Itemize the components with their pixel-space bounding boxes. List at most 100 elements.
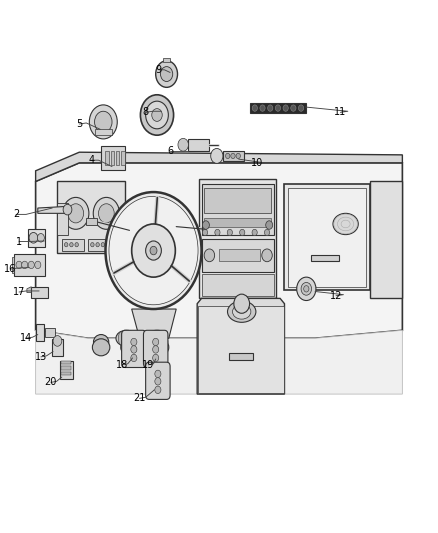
Ellipse shape	[227, 301, 256, 322]
Circle shape	[226, 154, 230, 159]
Text: 16: 16	[4, 264, 16, 274]
Ellipse shape	[152, 335, 168, 350]
Circle shape	[202, 221, 209, 229]
Bar	[116, 151, 120, 165]
Bar	[35, 324, 44, 341]
Circle shape	[109, 196, 198, 305]
Bar	[285, 184, 370, 290]
Circle shape	[240, 229, 245, 236]
Circle shape	[63, 204, 72, 215]
Text: 20: 20	[45, 377, 57, 387]
Ellipse shape	[119, 332, 122, 345]
Ellipse shape	[121, 339, 138, 356]
Bar	[14, 254, 45, 276]
Circle shape	[178, 139, 188, 151]
Circle shape	[155, 370, 161, 377]
Bar	[45, 328, 55, 337]
Circle shape	[227, 229, 233, 236]
Circle shape	[131, 354, 137, 362]
Circle shape	[152, 354, 159, 362]
Circle shape	[106, 192, 201, 309]
Bar	[57, 203, 68, 235]
Text: 13: 13	[35, 352, 47, 362]
Polygon shape	[198, 306, 284, 393]
Bar	[52, 339, 63, 356]
Circle shape	[283, 105, 288, 111]
Ellipse shape	[131, 332, 134, 345]
Circle shape	[152, 346, 159, 353]
Ellipse shape	[149, 332, 152, 345]
Circle shape	[276, 105, 281, 111]
Bar	[219, 249, 261, 261]
Bar	[95, 130, 112, 135]
Bar	[86, 218, 97, 224]
Polygon shape	[12, 257, 14, 273]
Circle shape	[21, 261, 28, 269]
Circle shape	[75, 243, 78, 247]
Polygon shape	[35, 330, 403, 394]
Circle shape	[155, 377, 161, 385]
Bar	[88, 239, 110, 251]
Bar	[204, 217, 272, 227]
Ellipse shape	[333, 213, 358, 235]
Circle shape	[297, 277, 316, 301]
Text: 10: 10	[251, 158, 264, 168]
Ellipse shape	[233, 304, 251, 319]
Bar	[106, 151, 109, 165]
Text: 17: 17	[13, 287, 25, 297]
FancyBboxPatch shape	[144, 330, 168, 368]
Text: 21: 21	[133, 393, 146, 403]
Circle shape	[215, 229, 220, 236]
Circle shape	[150, 246, 157, 255]
Text: 19: 19	[142, 360, 154, 370]
Circle shape	[132, 224, 175, 277]
Polygon shape	[35, 152, 403, 181]
Circle shape	[298, 105, 304, 111]
Circle shape	[35, 261, 41, 269]
Polygon shape	[38, 206, 66, 213]
Circle shape	[304, 286, 309, 292]
Ellipse shape	[125, 332, 128, 345]
FancyBboxPatch shape	[146, 362, 170, 399]
Circle shape	[146, 101, 168, 129]
Text: 11: 11	[334, 107, 346, 117]
Bar	[199, 179, 276, 298]
Bar	[201, 239, 274, 272]
Bar	[201, 184, 274, 235]
Circle shape	[53, 336, 62, 346]
Circle shape	[152, 338, 159, 346]
Circle shape	[99, 204, 114, 223]
Bar	[61, 361, 71, 365]
Text: 2: 2	[13, 209, 19, 220]
Circle shape	[91, 243, 94, 247]
Circle shape	[262, 249, 272, 262]
Polygon shape	[35, 163, 403, 338]
Polygon shape	[57, 181, 125, 253]
Ellipse shape	[122, 335, 137, 350]
Text: 8: 8	[143, 107, 149, 117]
Circle shape	[252, 229, 257, 236]
Circle shape	[131, 338, 137, 346]
Bar	[101, 147, 125, 169]
Polygon shape	[132, 309, 176, 338]
Bar	[201, 274, 274, 296]
Circle shape	[68, 204, 84, 223]
Ellipse shape	[92, 339, 110, 356]
Bar	[204, 188, 272, 213]
Bar	[163, 58, 170, 62]
Circle shape	[70, 243, 73, 247]
Circle shape	[301, 282, 311, 295]
Polygon shape	[27, 287, 31, 293]
Bar	[31, 287, 48, 298]
Bar	[311, 255, 339, 261]
Ellipse shape	[147, 330, 167, 346]
Text: 5: 5	[76, 119, 82, 129]
Circle shape	[131, 346, 137, 353]
Circle shape	[152, 109, 162, 122]
Circle shape	[236, 154, 240, 159]
FancyBboxPatch shape	[122, 330, 146, 368]
Text: 6: 6	[167, 146, 173, 156]
Ellipse shape	[151, 339, 169, 356]
Ellipse shape	[116, 330, 137, 346]
Circle shape	[29, 232, 38, 243]
